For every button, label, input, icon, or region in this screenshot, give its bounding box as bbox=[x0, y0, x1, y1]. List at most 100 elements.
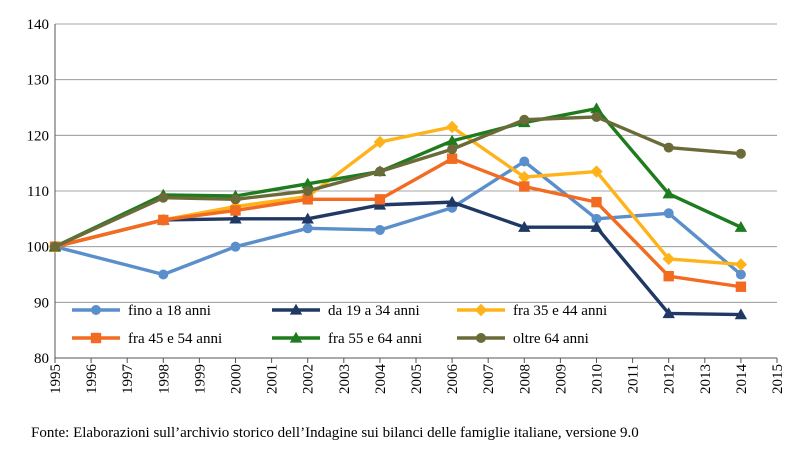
legend-item-fra-35-44: fra 35 e 44 anni bbox=[457, 303, 607, 319]
data-point-fino-18-2012 bbox=[663, 208, 674, 219]
legend-swatch-marker bbox=[91, 305, 101, 315]
x-tick-label: 2010 bbox=[590, 364, 606, 394]
series-line-fra-45-54 bbox=[53, 157, 743, 289]
data-point-fino-18-2002 bbox=[302, 223, 313, 234]
data-point-fra-45-54-2004 bbox=[374, 194, 386, 205]
data-point-fra-55-64-2014 bbox=[734, 220, 748, 232]
data-point-da-19-34-2006 bbox=[445, 195, 459, 207]
y-tick-label: 120 bbox=[27, 128, 50, 144]
x-tick-label: 2001 bbox=[265, 364, 281, 394]
y-tick-label: 110 bbox=[27, 184, 49, 200]
legend-label: fra 55 e 64 anni bbox=[328, 331, 422, 347]
data-point-oltre-64-2000 bbox=[230, 194, 241, 205]
data-point-da-19-34-2010 bbox=[590, 220, 603, 232]
legend-label: fra 45 e 54 anni bbox=[128, 331, 222, 347]
data-point-fra-45-54-2010 bbox=[591, 196, 602, 208]
data-point-oltre-64-1995 bbox=[50, 241, 60, 252]
series-oltre-64 bbox=[50, 111, 746, 252]
legend-swatch-marker bbox=[474, 303, 488, 317]
legend-item-fino-18: fino a 18 anni bbox=[72, 303, 211, 319]
legend-label: da 19 a 34 anni bbox=[328, 303, 420, 319]
data-point-oltre-64-2014 bbox=[735, 148, 746, 159]
y-tick-label: 80 bbox=[34, 351, 49, 367]
x-tick-label: 2011 bbox=[626, 364, 642, 393]
x-tick-label: 1996 bbox=[84, 364, 100, 395]
legend-label: fino a 18 anni bbox=[128, 303, 211, 319]
legend-item-fra-45-54: fra 45 e 54 anni bbox=[72, 331, 222, 347]
x-tick-label: 2003 bbox=[337, 364, 353, 394]
data-point-oltre-64-2012 bbox=[663, 142, 674, 153]
data-point-fra-55-64-2002 bbox=[301, 177, 314, 189]
series-line-da-19-34 bbox=[53, 200, 743, 317]
data-point-da-19-34-2002 bbox=[301, 212, 314, 224]
x-tick-label: 2005 bbox=[409, 364, 425, 394]
data-point-oltre-64-2004 bbox=[374, 166, 385, 177]
data-point-oltre-64-2010 bbox=[591, 111, 602, 122]
data-point-fra-55-64-2006 bbox=[445, 134, 459, 146]
x-tick-label: 2015 bbox=[770, 364, 786, 394]
series-lines bbox=[48, 102, 748, 320]
x-tick-label: 1998 bbox=[156, 364, 172, 394]
legend-swatch-marker bbox=[90, 332, 102, 344]
x-tick-label: 2000 bbox=[229, 364, 245, 394]
data-point-da-19-34-2008 bbox=[518, 220, 531, 232]
series-line-oltre-64 bbox=[53, 115, 743, 249]
data-point-fino-18-2010 bbox=[591, 213, 602, 224]
legend: fino a 18 anni da 19 a 34 anni fra 35 e 44… bbox=[72, 303, 607, 347]
legend-item-oltre-64: oltre 64 anni bbox=[457, 331, 589, 347]
series-line-fra-55-64 bbox=[53, 106, 743, 249]
data-point-fra-35-44-2010 bbox=[590, 165, 603, 178]
x-tick-label: 2014 bbox=[734, 364, 750, 395]
y-tick-label: 140 bbox=[27, 17, 50, 33]
data-point-fino-18-1998 bbox=[158, 269, 169, 280]
data-point-fra-45-54-2002 bbox=[302, 194, 313, 205]
x-tick-label: 1999 bbox=[192, 364, 208, 394]
data-point-fra-45-54-2006 bbox=[446, 153, 458, 164]
data-point-fra-35-44-2012 bbox=[662, 252, 675, 266]
x-tick-label: 2007 bbox=[481, 364, 497, 395]
x-tick-label: 2008 bbox=[517, 364, 533, 394]
data-point-oltre-64-1998 bbox=[158, 192, 169, 203]
legend-swatch-marker bbox=[289, 331, 303, 343]
data-point-fino-18-2004 bbox=[374, 224, 385, 235]
data-point-fra-55-64-2010 bbox=[590, 102, 603, 114]
data-point-fino-18-2008 bbox=[519, 156, 530, 167]
data-point-fra-35-44-2004 bbox=[373, 135, 387, 149]
data-point-fra-45-54-2012 bbox=[663, 270, 674, 282]
axes bbox=[54, 24, 778, 363]
data-point-da-19-34-2000 bbox=[229, 212, 242, 224]
x-tick-label: 2004 bbox=[373, 364, 389, 395]
x-tick-label: 2006 bbox=[445, 364, 461, 395]
data-point-fra-45-54-2000 bbox=[230, 205, 241, 216]
data-point-fra-35-44-2008 bbox=[518, 170, 531, 184]
data-point-oltre-64-2006 bbox=[447, 144, 458, 155]
legend-item-fra-55-64: fra 55 e 64 anni bbox=[272, 331, 422, 347]
data-point-fino-18-2014 bbox=[735, 269, 746, 280]
data-point-da-19-34-2012 bbox=[662, 307, 675, 319]
data-point-fra-45-54-2008 bbox=[519, 181, 530, 192]
x-tick-label: 2009 bbox=[553, 364, 569, 394]
y-tick-label: 100 bbox=[27, 240, 50, 256]
legend-swatch-marker bbox=[476, 333, 486, 343]
data-point-fra-55-64-2012 bbox=[662, 187, 675, 199]
data-point-fra-35-44-2006 bbox=[445, 120, 459, 134]
data-point-fino-18-2000 bbox=[230, 241, 241, 252]
tick-labels: 80 90 100 110 120 130 140 1995 1996 1997 1998 1999 2… bbox=[27, 17, 787, 394]
legend-label: fra 35 e 44 anni bbox=[513, 303, 607, 319]
data-point-fra-35-44-2014 bbox=[734, 258, 748, 271]
series-line-fino-18 bbox=[53, 159, 743, 277]
legend-label: oltre 64 anni bbox=[513, 331, 589, 347]
y-tick-label: 90 bbox=[34, 295, 49, 311]
x-tick-label: 2002 bbox=[301, 364, 317, 394]
series-fino-18 bbox=[50, 156, 746, 280]
data-point-fra-45-54-2014 bbox=[735, 281, 747, 292]
x-tick-label: 2012 bbox=[662, 364, 678, 394]
data-point-da-19-34-2014 bbox=[734, 308, 748, 320]
x-tick-label: 2013 bbox=[698, 364, 714, 394]
data-point-fra-45-54-1998 bbox=[158, 214, 169, 226]
series-line-fra-35-44 bbox=[53, 125, 743, 267]
x-tick-label: 1995 bbox=[48, 364, 64, 394]
legend-swatch-marker bbox=[289, 303, 303, 315]
source-note: Fonte: Elaborazioni sull’archivio storic… bbox=[31, 425, 639, 441]
